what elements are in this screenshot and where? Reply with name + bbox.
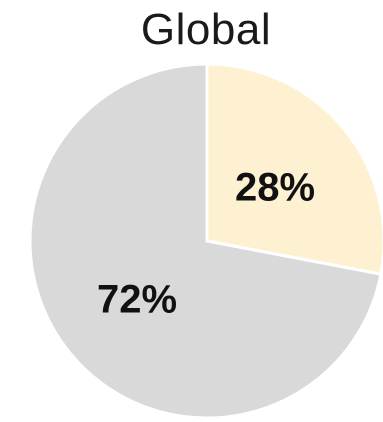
chart-title: Global	[140, 5, 272, 54]
slice-label-28: 28%	[235, 166, 315, 210]
slice-label-72: 72%	[97, 278, 177, 322]
pie-slice-72	[28, 62, 383, 420]
pie-slice-28	[205, 62, 383, 276]
